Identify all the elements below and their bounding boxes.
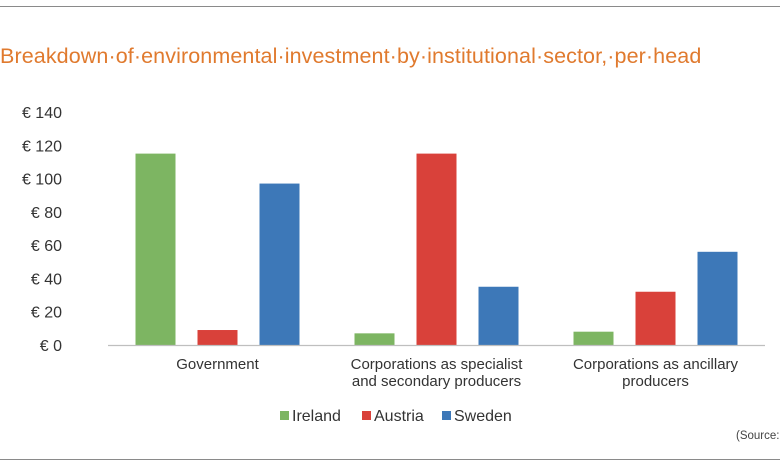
legend-label-ireland: Ireland: [292, 408, 341, 425]
bar-ireland-1: [354, 333, 395, 345]
y-tick-label: € 20: [31, 305, 62, 322]
bottom-rule: [0, 459, 780, 460]
category-label: Corporations as specialist: [351, 356, 524, 373]
legend-label-sweden: Sweden: [454, 408, 512, 425]
bar-ireland-2: [573, 331, 614, 345]
legend-label-austria: Austria: [374, 408, 424, 425]
y-tick-label: € 40: [31, 271, 62, 288]
chart-title: Breakdown·of·environmental·investment·by…: [0, 44, 702, 68]
y-axis: € 0 € 20 € 40 € 60 € 80 € 100 € 120 € 140: [22, 105, 62, 355]
y-tick-label: € 120: [22, 138, 62, 155]
y-tick-label: € 100: [22, 172, 62, 189]
bars: [135, 153, 738, 345]
category-label: producers: [622, 373, 689, 390]
legend: Ireland Austria Sweden: [280, 408, 512, 425]
bar-sweden-1: [478, 286, 519, 345]
bar-sweden-0: [259, 183, 300, 345]
bar-ireland-0: [135, 153, 176, 345]
source-note: (Source:: [736, 430, 780, 442]
category-label: Government: [176, 356, 259, 373]
legend-swatch-austria: [362, 411, 371, 420]
y-tick-label: € 60: [31, 238, 62, 255]
top-rule: [0, 6, 780, 7]
legend-swatch-sweden: [442, 411, 451, 420]
bar-austria-2: [635, 291, 676, 345]
y-tick-label: € 140: [22, 105, 62, 122]
y-tick-label: € 80: [31, 205, 62, 222]
bar-austria-0: [197, 330, 238, 345]
x-axis: Government Corporations as specialistand …: [108, 344, 765, 390]
bar-sweden-2: [697, 251, 738, 345]
category-label: and secondary producers: [352, 373, 521, 390]
legend-swatch-ireland: [280, 411, 289, 420]
y-tick-label: € 0: [40, 338, 62, 355]
bar-austria-1: [416, 153, 457, 345]
category-label: Corporations as ancillary: [573, 356, 739, 373]
